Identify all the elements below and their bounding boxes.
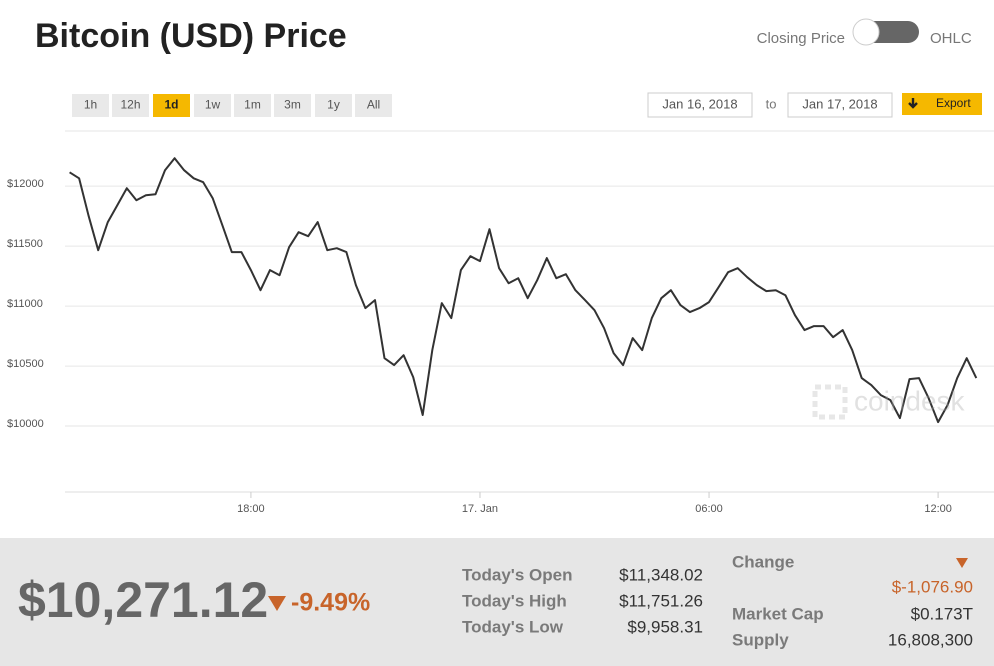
- range-label: 1h: [84, 98, 97, 112]
- date-from-box[interactable]: [647, 92, 753, 118]
- x-tick-label: 12:00: [924, 503, 952, 515]
- range-button[interactable]: 12h: [112, 94, 149, 117]
- range-button[interactable]: 1d: [153, 94, 190, 117]
- change-arrow: [956, 558, 968, 568]
- x-tick-label: 06:00: [695, 503, 723, 515]
- range-bg: [315, 94, 352, 117]
- y-tick-label: $10000: [7, 418, 44, 430]
- market-cap-label: Market Cap: [732, 604, 824, 623]
- date-to-box[interactable]: [787, 92, 893, 118]
- price: $10,271.12: [18, 572, 268, 628]
- range-bg: [274, 94, 311, 117]
- change-label: Change: [732, 552, 794, 571]
- range-bg: [112, 94, 149, 117]
- supply-label: Supply: [732, 630, 789, 649]
- range-bg: [72, 94, 109, 117]
- range-bg: [355, 94, 392, 117]
- toggle-right: OHLC: [930, 30, 972, 47]
- range-button[interactable]: 1w: [194, 94, 231, 117]
- date-sep: to: [766, 96, 777, 111]
- range-label: 1m: [244, 98, 261, 112]
- y-tick-label: $10500: [7, 358, 44, 370]
- export-label: Export: [936, 96, 971, 110]
- stat-value: $11,751.26: [619, 591, 703, 610]
- x-tick-label: 18:00: [237, 503, 265, 515]
- y-tick-label: $12000: [7, 178, 44, 190]
- supply: 16,808,300: [888, 630, 973, 649]
- range-bg: [234, 94, 271, 117]
- x-tick-label: 17. Jan: [462, 503, 498, 515]
- range-label: 3m: [284, 98, 301, 112]
- range-button[interactable]: All: [355, 94, 392, 117]
- range-bg: [153, 94, 190, 117]
- date-from: Jan 16, 2018: [662, 96, 737, 111]
- range-label: 12h: [120, 98, 140, 112]
- down-arrow: [268, 596, 286, 611]
- range-bg: [194, 94, 231, 117]
- watermark-icon: [812, 384, 848, 420]
- range-label: 1w: [205, 98, 221, 112]
- range-label: 1y: [327, 98, 340, 112]
- export-button[interactable]: Export: [902, 93, 982, 115]
- export-bg: [902, 93, 982, 115]
- range-label: All: [367, 98, 380, 112]
- price-line: [69, 157, 978, 424]
- summary-panel: [0, 538, 994, 666]
- change-percent: -9.49%: [291, 589, 370, 617]
- y-tick-label: $11500: [7, 238, 43, 250]
- market-cap: $0.173T: [911, 604, 973, 623]
- stat-value: $11,348.02: [619, 565, 703, 584]
- export-icon: [908, 98, 918, 109]
- date-to: Jan 17, 2018: [802, 96, 877, 111]
- title: Bitcoin (USD) Price: [35, 17, 347, 55]
- stat-value: $9,958.31: [627, 617, 703, 636]
- stat-label: Today's Open: [462, 565, 572, 584]
- range-button[interactable]: 1m: [234, 94, 271, 117]
- range-label: 1d: [164, 98, 178, 112]
- stat-label: Today's Low: [462, 617, 564, 636]
- watermark-text: coindesk: [854, 385, 966, 416]
- y-tick-label: $11000: [7, 298, 43, 310]
- toggle[interactable]: [852, 18, 919, 46]
- change-value: $-1,076.90: [892, 577, 973, 596]
- range-button[interactable]: 1h: [72, 94, 109, 117]
- watermark: coindesk: [812, 384, 966, 420]
- toggle-left: Closing Price: [757, 30, 845, 47]
- toggle-knob: [852, 18, 880, 46]
- stat-label: Today's High: [462, 591, 567, 610]
- range-button[interactable]: 3m: [274, 94, 311, 117]
- range-button[interactable]: 1y: [315, 94, 352, 117]
